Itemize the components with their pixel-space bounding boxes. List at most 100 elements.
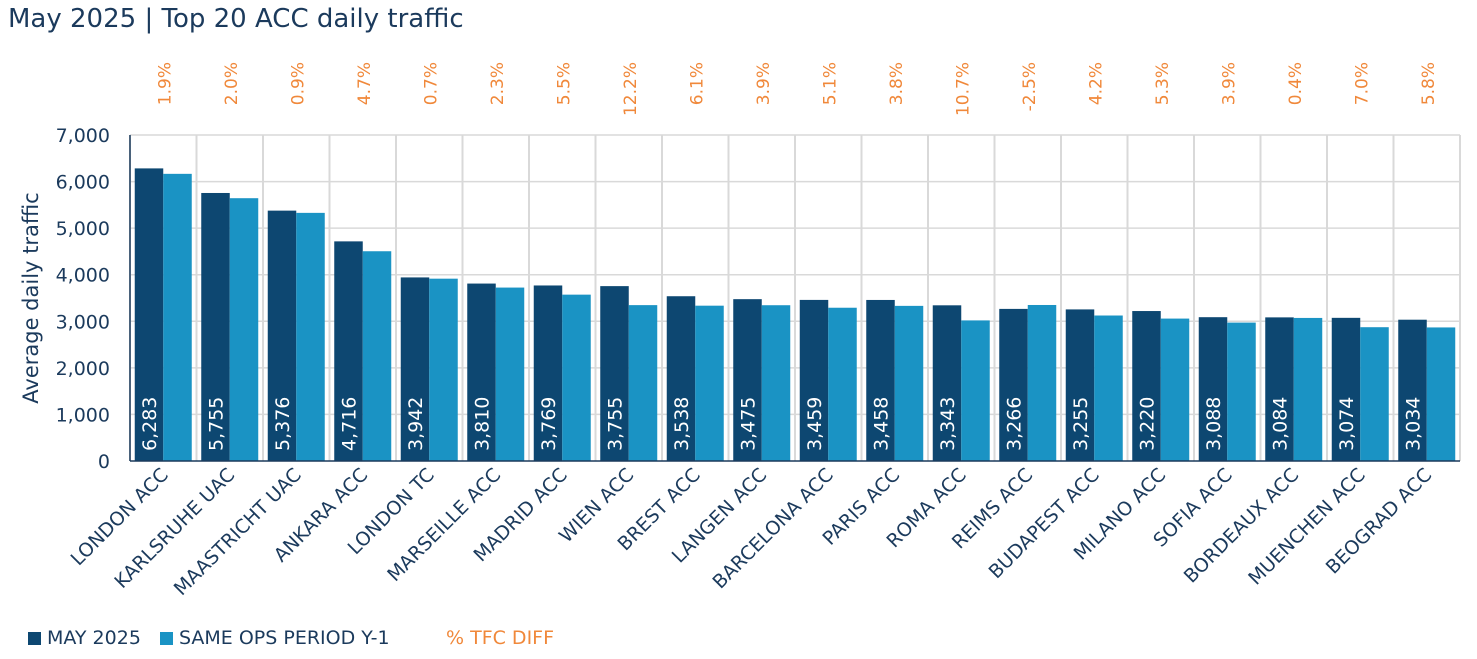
legend-label-previous: SAME OPS PERIOD Y-1 [179, 627, 390, 649]
legend-swatch-current [28, 631, 41, 645]
bar-previous [1227, 322, 1256, 461]
bar-previous [961, 320, 990, 461]
bar-value-label: 5,755 [206, 397, 228, 451]
bar-value-label: 3,755 [605, 397, 627, 451]
bar-current [932, 305, 962, 461]
bar-previous [828, 307, 857, 461]
bar-previous [562, 294, 591, 461]
bars [134, 168, 1456, 461]
bar-current [866, 299, 895, 461]
pct-diff-label: 10.7% [953, 62, 973, 116]
bar-previous [695, 305, 724, 461]
bar-value-label: 3,810 [472, 397, 494, 451]
bar-value-label: 3,074 [1336, 397, 1358, 451]
bar-current [799, 299, 829, 461]
pct-diff-label: 3.9% [1219, 62, 1239, 105]
bar-value-label: 3,538 [671, 397, 693, 451]
bar-current [533, 285, 563, 461]
axes: 0 1,000 2,000 3,000 4,000 5,000 6,000 7,000 [56, 125, 1460, 473]
bar-previous [1426, 327, 1456, 461]
bar-value-label: 3,220 [1137, 397, 1159, 451]
bar-previous [163, 173, 192, 461]
bar-value-label: 3,769 [538, 397, 560, 451]
pct-diff-labels: 1.9% 2.0% 0.9% 4.7% 0.7% 2.3% 5.5% 12.2% 6.1% 3.9… [155, 62, 1439, 116]
bar-current [201, 192, 230, 461]
bar-value-label: 3,088 [1203, 397, 1225, 451]
y-axis-title: Average daily traffic [19, 192, 43, 403]
x-tick-label: BARCELONA ACC [708, 464, 837, 593]
bar-current [666, 296, 696, 461]
bar-previous [761, 305, 791, 461]
bar-value-label: 4,716 [339, 397, 361, 451]
value-labels: 6,283 5,755 5,376 4,716 3,942 3,810 3,769 3,755… [139, 397, 1425, 451]
x-tick-label: MUENCHEN ACC [1244, 464, 1370, 590]
legend-item-previous: SAME OPS PERIOD Y-1 [160, 626, 390, 650]
pct-diff-label: 0.7% [421, 62, 441, 105]
bar-current [267, 210, 297, 461]
bar-value-label: 3,343 [937, 397, 959, 451]
y-tick-label: 3,000 [56, 311, 110, 333]
pct-diff-label: 4.7% [355, 62, 375, 105]
bar-value-label: 3,266 [1004, 397, 1026, 451]
bar-current [134, 168, 164, 461]
y-tick-label: 4,000 [56, 265, 110, 287]
bar-value-label: 3,084 [1270, 397, 1292, 451]
bar-value-label: 3,255 [1070, 397, 1092, 451]
bar-current [733, 299, 762, 461]
y-tick-label: 6,000 [56, 172, 110, 194]
pct-diff-label: 2.3% [488, 62, 508, 105]
pct-diff-label: 3.9% [754, 62, 774, 105]
bar-previous [495, 287, 525, 461]
x-tick-label: KARLSRUHE UAC [110, 464, 239, 593]
pct-diff-label: 5.8% [1419, 62, 1439, 105]
x-tick-label: BUDAPEST ACC [985, 464, 1104, 583]
y-tick-label: 5,000 [56, 218, 110, 240]
bar-current [467, 283, 496, 461]
x-tick-label: MAASTRICHT UAC [170, 464, 306, 600]
pct-diff-label: 6.1% [687, 62, 707, 105]
pct-diff-label: 0.4% [1286, 62, 1306, 105]
pct-diff-label: 3.8% [887, 62, 907, 105]
gridlines [129, 134, 1461, 461]
bar-value-label: 3,942 [405, 397, 427, 451]
y-tick-label: 7,000 [56, 125, 110, 147]
bar-value-label: 3,034 [1403, 397, 1425, 451]
pct-diff-label: 4.2% [1086, 62, 1106, 105]
pct-diff-label: 5.1% [820, 62, 840, 105]
bar-current [1065, 309, 1095, 461]
bar-previous [229, 198, 259, 461]
bar-previous [1027, 304, 1057, 461]
bar-current [1265, 317, 1294, 461]
pct-diff-label: -2.5% [1020, 62, 1040, 111]
bar-value-label: 3,475 [738, 397, 760, 451]
bar-value-label: 5,376 [272, 397, 294, 451]
bar-current [1132, 311, 1161, 461]
bar-previous [1360, 327, 1389, 461]
pct-diff-label: 1.9% [155, 62, 175, 105]
y-tick-label: 2,000 [56, 358, 110, 380]
pct-diff-label: 5.3% [1153, 62, 1173, 105]
bar-current [1398, 319, 1427, 461]
bar-current [1198, 317, 1228, 461]
bar-previous [628, 305, 658, 461]
bar-value-label: 3,459 [804, 397, 826, 451]
bar-previous [362, 251, 392, 461]
x-tick-label: BORDEAUX ACC [1180, 464, 1304, 588]
bar-previous [429, 278, 458, 461]
bar-previous [1293, 317, 1323, 461]
x-tick-label: MARSEILLE ACC [383, 464, 505, 586]
pct-diff-label: 12.2% [621, 62, 641, 116]
legend-swatch-previous [160, 631, 173, 645]
pct-diff-label: 2.0% [222, 62, 242, 105]
bar-previous [296, 212, 325, 461]
bar-current [600, 286, 629, 461]
bar-current [1331, 317, 1361, 461]
bar-current [999, 308, 1028, 461]
pct-diff-label: 0.9% [288, 62, 308, 105]
bar-previous [1094, 315, 1123, 461]
bar-value-label: 6,283 [139, 397, 161, 451]
bar-current [400, 277, 430, 461]
legend-item-diff: % TFC DIFF [446, 626, 554, 650]
chart-title: May 2025 | Top 20 ACC daily traffic [8, 4, 464, 34]
